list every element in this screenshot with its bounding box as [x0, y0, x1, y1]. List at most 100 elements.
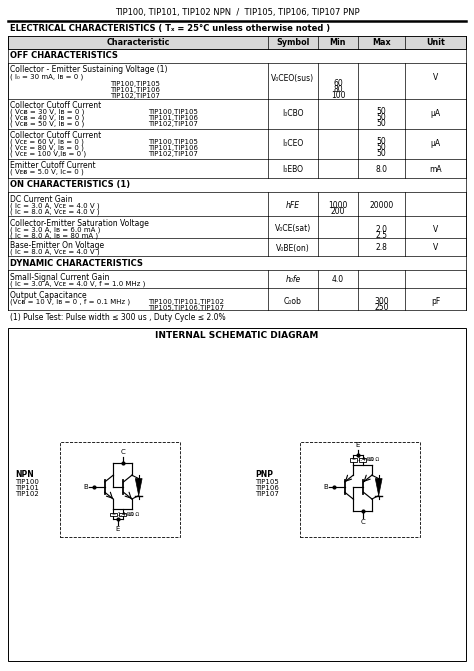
Text: 200: 200: [331, 207, 345, 217]
Text: TIP101,TIP106: TIP101,TIP106: [148, 115, 198, 121]
Text: = 1.4 kΩ: = 1.4 kΩ: [352, 458, 374, 462]
Text: V: V: [433, 244, 438, 252]
Text: ON CHARACTERISTICS (1): ON CHARACTERISTICS (1): [10, 180, 130, 189]
Bar: [119, 513, 126, 516]
Text: μA: μA: [430, 140, 440, 148]
Text: h₀fe: h₀fe: [285, 276, 301, 285]
Text: Output Capacitance: Output Capacitance: [10, 291, 87, 299]
Text: Collector - Emitter Sustaining Voltage (1): Collector - Emitter Sustaining Voltage (…: [10, 64, 167, 74]
Text: V: V: [433, 225, 438, 234]
Text: I₀CEO: I₀CEO: [283, 140, 304, 148]
Text: 80: 80: [333, 85, 343, 95]
Text: C₀ob: C₀ob: [284, 297, 302, 305]
Text: OFF CHARACTERISTICS: OFF CHARACTERISTICS: [10, 52, 118, 60]
Text: B: B: [324, 484, 328, 490]
Text: ( Iᴄ = 8.0 A, Vᴄᴇ = 4.0 V ): ( Iᴄ = 8.0 A, Vᴄᴇ = 4.0 V ): [10, 249, 100, 255]
Text: 50: 50: [377, 107, 386, 117]
Text: 50: 50: [377, 119, 386, 129]
Text: I₀CBO: I₀CBO: [282, 109, 304, 119]
Text: 50: 50: [377, 144, 386, 152]
Text: TIP100: TIP100: [15, 478, 39, 484]
Text: NPN: NPN: [15, 470, 34, 479]
Text: E: E: [356, 442, 360, 448]
Text: 60: 60: [333, 79, 343, 89]
Text: Min: Min: [330, 38, 346, 47]
Text: ( Iᴄ = 3.0 A, Vᴄᴇ = 4.0 V ): ( Iᴄ = 3.0 A, Vᴄᴇ = 4.0 V ): [10, 203, 100, 209]
Text: ( Vᴄᴃ = 50 V, Iʙ = 0 ): ( Vᴄᴃ = 50 V, Iʙ = 0 ): [10, 121, 84, 127]
Text: ( Vᴇᴃ = 5.0 V, Iᴄ= 0 ): ( Vᴇᴃ = 5.0 V, Iᴄ= 0 ): [10, 168, 84, 175]
Text: ( Vᴄᴇ = 80 V, Iʙ = 0 ): ( Vᴄᴇ = 80 V, Iʙ = 0 ): [10, 145, 84, 151]
Text: INTERNAL SCHEMATIC DIAGRAM: INTERNAL SCHEMATIC DIAGRAM: [155, 331, 319, 340]
Text: Base-Emitter On Voltage: Base-Emitter On Voltage: [10, 240, 104, 250]
Text: DC Current Gain: DC Current Gain: [10, 195, 73, 203]
Text: ( Iᴄ = 3.0 A, Iʙ = 6.0 mA ): ( Iᴄ = 3.0 A, Iʙ = 6.0 mA ): [10, 227, 100, 234]
Bar: [110, 513, 117, 516]
Text: E: E: [116, 526, 120, 532]
Text: 8.0: 8.0: [375, 164, 388, 174]
Text: ( Iᴄ = 3.0 A, Vᴄᴇ = 4.0 V, f = 1.0 MHz ): ( Iᴄ = 3.0 A, Vᴄᴇ = 4.0 V, f = 1.0 MHz ): [10, 280, 146, 287]
Text: TIP107: TIP107: [255, 491, 279, 497]
Text: DYNAMIC CHARACTERISTICS: DYNAMIC CHARACTERISTICS: [10, 258, 143, 268]
Text: TIP100,TIP101,TIP102: TIP100,TIP101,TIP102: [148, 299, 224, 305]
Text: 250: 250: [374, 303, 389, 313]
Text: = 10 Ω: = 10 Ω: [362, 458, 379, 462]
Text: ( Vᴄᴇ = 60 V, Iʙ = 0 ): ( Vᴄᴇ = 60 V, Iʙ = 0 ): [10, 139, 84, 145]
Text: C: C: [120, 449, 125, 455]
Text: C: C: [360, 519, 365, 525]
Text: TIP102,TIP107: TIP102,TIP107: [148, 121, 198, 127]
Text: 100: 100: [331, 91, 345, 101]
Text: V: V: [433, 74, 438, 83]
Text: mA: mA: [429, 164, 442, 174]
Text: = 1.4 kΩ: = 1.4 kΩ: [112, 512, 134, 517]
Text: ( Vᴄᴇ = 100 V,Iʙ = 0 ): ( Vᴄᴇ = 100 V,Iʙ = 0 ): [10, 151, 86, 157]
Text: (Vᴄᴃ = 10 V, Iʙ = 0 , f = 0.1 MHz ): (Vᴄᴃ = 10 V, Iʙ = 0 , f = 0.1 MHz ): [10, 299, 130, 305]
Text: Collector-Emitter Saturation Voltage: Collector-Emitter Saturation Voltage: [10, 219, 149, 227]
Text: Emitter Cutoff Current: Emitter Cutoff Current: [10, 160, 96, 170]
Text: (1) Pulse Test: Pulse width ≤ 300 us , Duty Cycle ≤ 2.0%: (1) Pulse Test: Pulse width ≤ 300 us , D…: [10, 313, 226, 323]
Bar: [300, 442, 420, 537]
Text: Characteristic: Characteristic: [106, 38, 170, 47]
Text: Symbol: Symbol: [276, 38, 310, 47]
Text: TIP102,TIP107: TIP102,TIP107: [110, 93, 160, 99]
Text: 20000: 20000: [369, 201, 393, 211]
Text: 1000: 1000: [328, 201, 348, 211]
Text: Small-Signal Current Gain: Small-Signal Current Gain: [10, 272, 109, 282]
Text: ( I₀ = 30 mA, Iʙ = 0 ): ( I₀ = 30 mA, Iʙ = 0 ): [10, 74, 83, 81]
Text: Collector Cutoff Current: Collector Cutoff Current: [10, 101, 101, 109]
Text: V₀CE(sat): V₀CE(sat): [275, 225, 311, 234]
Bar: [8, 36, 466, 49]
Text: = 10 Ω: = 10 Ω: [121, 512, 139, 517]
Text: 2.8: 2.8: [375, 244, 387, 252]
Text: Unit: Unit: [426, 38, 445, 47]
Text: TIP100,TIP105: TIP100,TIP105: [110, 81, 160, 87]
Text: TIP101,TIP106: TIP101,TIP106: [110, 87, 160, 93]
Text: ( Vᴄᴃ = 40 V, Iʙ = 0 ): ( Vᴄᴃ = 40 V, Iʙ = 0 ): [10, 115, 84, 121]
Text: ( Iᴄ = 8.0 A, Iʙ = 80 mA ): ( Iᴄ = 8.0 A, Iʙ = 80 mA ): [10, 233, 98, 240]
Text: ELECTRICAL CHARACTERISTICS ( Tₓ = 25°C unless otherwise noted ): ELECTRICAL CHARACTERISTICS ( Tₓ = 25°C u…: [10, 23, 330, 32]
Text: TIP102,TIP107: TIP102,TIP107: [148, 151, 198, 157]
Polygon shape: [135, 478, 142, 496]
Text: TIP100, TIP101, TIP102 NPN  /  TIP105, TIP106, TIP107 PNP: TIP100, TIP101, TIP102 NPN / TIP105, TIP…: [115, 9, 359, 17]
Text: 50: 50: [377, 150, 386, 158]
Text: 50: 50: [377, 138, 386, 146]
Text: 4.0: 4.0: [332, 276, 344, 285]
Text: hFE: hFE: [286, 201, 300, 209]
Text: TIP105: TIP105: [255, 478, 279, 484]
Text: TIP101: TIP101: [15, 484, 39, 491]
Text: ( Vᴄᴃ = 30 V, Iʙ = 0 ): ( Vᴄᴃ = 30 V, Iʙ = 0 ): [10, 109, 84, 115]
Text: PNP: PNP: [255, 470, 273, 479]
Text: ( Iᴄ = 8.0 A, Vᴄᴇ = 4.0 V ): ( Iᴄ = 8.0 A, Vᴄᴇ = 4.0 V ): [10, 209, 100, 215]
Text: I₀EBO: I₀EBO: [283, 164, 303, 174]
Text: V₀BE(on): V₀BE(on): [276, 244, 310, 252]
Text: Max: Max: [372, 38, 391, 47]
Polygon shape: [375, 478, 382, 496]
Text: B: B: [84, 484, 89, 490]
Text: μA: μA: [430, 109, 440, 119]
Text: TIP106: TIP106: [255, 484, 279, 491]
Text: Collector Cutoff Current: Collector Cutoff Current: [10, 130, 101, 140]
Bar: [350, 458, 356, 462]
Bar: [8, 328, 466, 661]
Text: TIP105,TIP106,TIP107: TIP105,TIP106,TIP107: [148, 305, 224, 311]
Text: pF: pF: [431, 297, 440, 305]
Text: TIP100,TIP105: TIP100,TIP105: [148, 139, 198, 145]
